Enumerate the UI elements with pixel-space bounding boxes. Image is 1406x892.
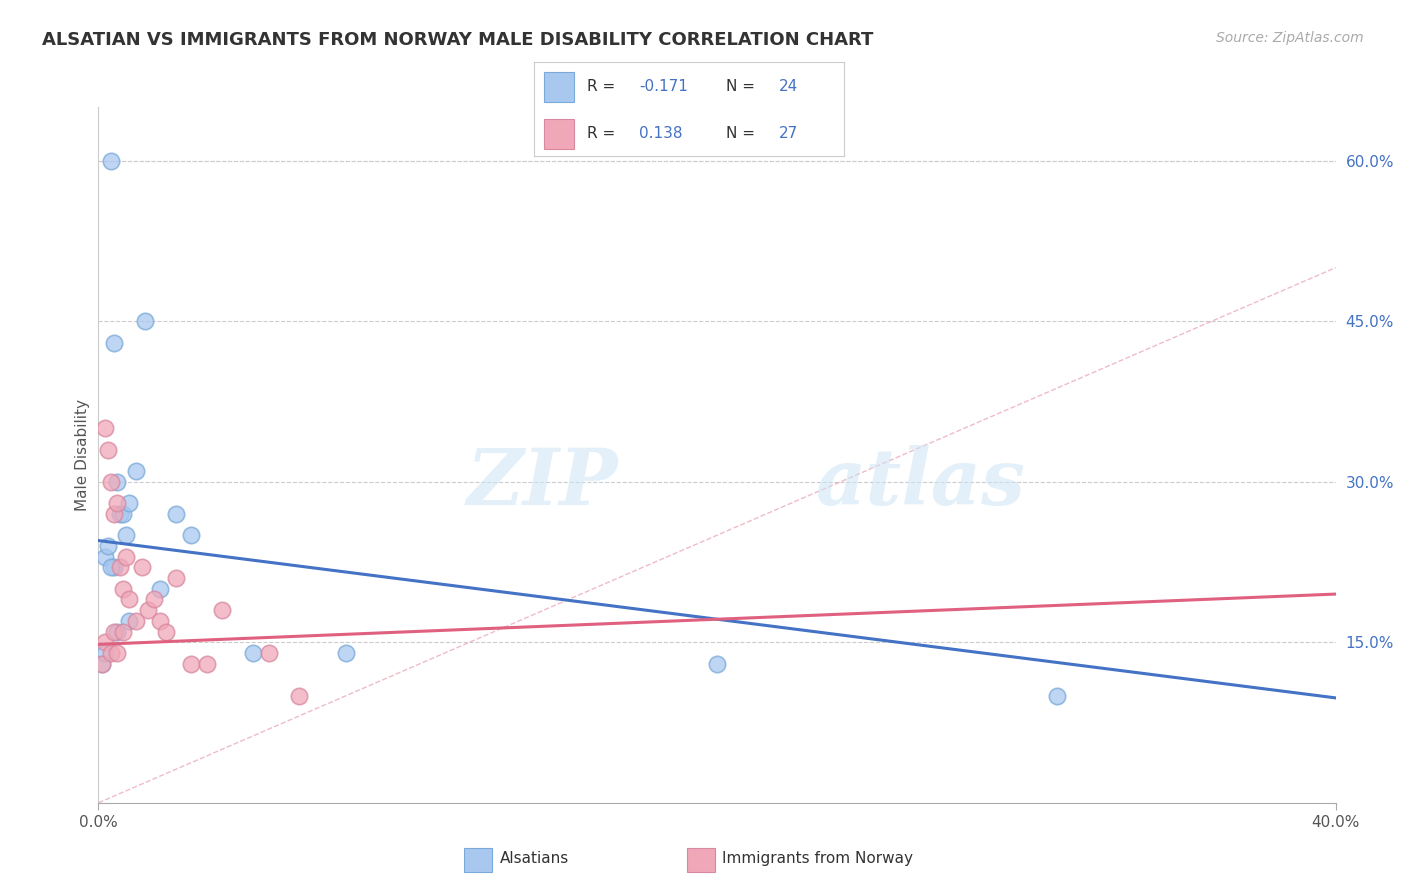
Text: 0.138: 0.138	[640, 126, 683, 141]
Text: Source: ZipAtlas.com: Source: ZipAtlas.com	[1216, 31, 1364, 45]
Point	[105, 496, 128, 510]
Point	[124, 614, 146, 628]
Point	[155, 624, 177, 639]
Point	[143, 592, 166, 607]
Point	[180, 528, 202, 542]
Point	[118, 614, 141, 628]
Point	[118, 592, 141, 607]
Point	[1046, 689, 1069, 703]
Point	[93, 646, 115, 660]
Text: 24: 24	[779, 79, 797, 95]
Y-axis label: Male Disability: Male Disability	[75, 399, 90, 511]
Text: Alsatians: Alsatians	[499, 851, 568, 866]
Point	[103, 560, 125, 574]
Point	[105, 624, 128, 639]
Point	[105, 646, 128, 660]
Point	[100, 560, 122, 574]
Text: N =: N =	[725, 126, 755, 141]
Point	[93, 421, 115, 435]
Point	[93, 549, 115, 564]
Bar	[686, 847, 714, 872]
Point	[108, 507, 131, 521]
Point	[134, 314, 156, 328]
Point	[149, 582, 172, 596]
Point	[335, 646, 357, 660]
Text: ALSATIAN VS IMMIGRANTS FROM NORWAY MALE DISABILITY CORRELATION CHART: ALSATIAN VS IMMIGRANTS FROM NORWAY MALE …	[42, 31, 873, 49]
Point	[118, 496, 141, 510]
Text: ZIP: ZIP	[467, 444, 619, 521]
Point	[103, 507, 125, 521]
Point	[112, 624, 135, 639]
Point	[288, 689, 311, 703]
Point	[103, 624, 125, 639]
Text: R =: R =	[586, 79, 614, 95]
Bar	[464, 847, 492, 872]
Point	[115, 549, 138, 564]
Point	[100, 475, 122, 489]
Point	[90, 657, 112, 671]
Point	[211, 603, 233, 617]
Text: Immigrants from Norway: Immigrants from Norway	[723, 851, 912, 866]
Point	[103, 335, 125, 350]
Point	[180, 657, 202, 671]
Point	[115, 528, 138, 542]
Point	[706, 657, 728, 671]
Text: N =: N =	[725, 79, 755, 95]
Text: atlas: atlas	[815, 444, 1026, 521]
Point	[112, 582, 135, 596]
Point	[112, 507, 135, 521]
Point	[97, 539, 120, 553]
Text: R =: R =	[586, 126, 614, 141]
Point	[108, 560, 131, 574]
Bar	[544, 72, 575, 102]
Point	[136, 603, 159, 617]
Point	[105, 475, 128, 489]
Point	[97, 442, 120, 457]
Text: 27: 27	[779, 126, 797, 141]
Point	[257, 646, 280, 660]
Point	[165, 571, 187, 585]
Point	[131, 560, 153, 574]
Bar	[544, 119, 575, 149]
Point	[124, 464, 146, 478]
Point	[100, 153, 122, 168]
Point	[93, 635, 115, 649]
Point	[242, 646, 264, 660]
Point	[90, 657, 112, 671]
Point	[100, 646, 122, 660]
Point	[149, 614, 172, 628]
Text: -0.171: -0.171	[640, 79, 689, 95]
Point	[195, 657, 218, 671]
Point	[165, 507, 187, 521]
